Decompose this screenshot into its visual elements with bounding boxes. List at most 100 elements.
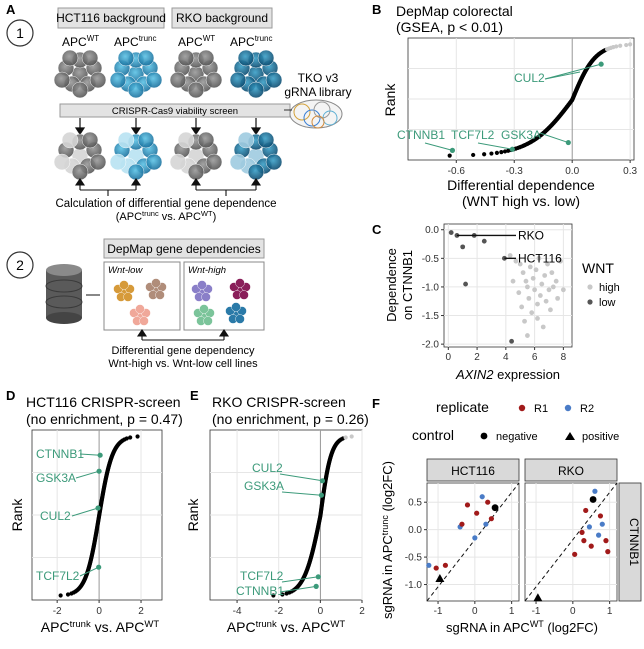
cell-icon xyxy=(177,131,195,149)
database-icon xyxy=(45,264,83,324)
cell-icon xyxy=(229,153,247,171)
wnt-high-point xyxy=(550,284,556,290)
wnt-high-point xyxy=(530,275,536,281)
rank-point xyxy=(499,150,504,155)
sgrna-point xyxy=(474,510,480,516)
c-legend-high: high xyxy=(599,282,620,294)
cell-icon xyxy=(257,131,275,149)
x-tick-label: 8 xyxy=(561,352,567,363)
rank-point xyxy=(624,42,629,48)
f-points xyxy=(426,482,618,602)
annotation-line xyxy=(281,576,319,583)
x-tick-label: 2 xyxy=(474,352,480,363)
hct-header-box xyxy=(57,7,165,29)
y-tick-label: 0.5 xyxy=(408,498,422,509)
x-tick-label: 1 xyxy=(509,606,515,617)
sgrna-point xyxy=(605,549,611,555)
cell-icon xyxy=(237,131,255,149)
cell-icon xyxy=(197,280,207,290)
x-tick-label: -1 xyxy=(434,606,443,617)
f-legend-positive-swatch xyxy=(565,432,575,440)
wnt-high-point xyxy=(536,255,542,261)
annotation-label: GSK3A xyxy=(244,479,284,493)
cell-icon xyxy=(127,163,145,181)
cell-line-icon xyxy=(113,280,135,302)
x-tick-label: -2 xyxy=(53,606,62,617)
cell-icon xyxy=(61,131,79,149)
panel-a: A 1 HCT116 background RKO background APC… xyxy=(6,2,352,370)
panel-label-f: F xyxy=(372,396,380,411)
diff-line-2: Wnt-high vs. Wnt-low cell lines xyxy=(108,358,258,370)
hct-header: HCT116 background xyxy=(56,11,166,25)
sgrna-point xyxy=(442,562,448,568)
f-strip-rko-label: RKO xyxy=(558,464,584,478)
diff-line-1: Differential gene dependency xyxy=(112,345,255,357)
wnt-high-point xyxy=(543,298,549,304)
f-ticks: -1 0 1 0.5 0.0 -0.5 -1.0 -1 0 1 xyxy=(405,498,613,617)
c-x-label: AXIN2 expression xyxy=(455,367,560,382)
d-y-label: Rank xyxy=(9,498,25,532)
cell-icon xyxy=(137,131,155,149)
y-tick-label: 0.0 xyxy=(425,225,439,236)
cell-icon xyxy=(117,49,135,67)
cell-icon xyxy=(71,81,89,99)
c-y-label-1: Dependence xyxy=(384,248,399,322)
cell-cluster-icon xyxy=(53,49,107,99)
panel-label-e: E xyxy=(190,388,199,403)
cell-icon xyxy=(119,280,129,290)
c-legend: WNT high low xyxy=(582,260,620,309)
cell-icon xyxy=(197,49,215,67)
b-title-line-2: (GSEA, p < 0.01) xyxy=(396,19,503,35)
cell-icon xyxy=(177,49,195,67)
sgrna-point xyxy=(459,521,465,527)
cell-icon xyxy=(145,71,163,89)
cell-icon xyxy=(197,131,215,149)
cell-icon xyxy=(151,278,161,288)
sgrna-point xyxy=(597,513,604,519)
x-tick-label: 0.0 xyxy=(565,166,579,177)
e-x-ticks: -4 -2 0 2 xyxy=(233,600,365,617)
cell-icon xyxy=(123,292,133,302)
wnt-high-point xyxy=(555,295,561,301)
sgrna-point xyxy=(581,538,587,544)
svg-text:sgRNA in APCWT (log2FC): sgRNA in APCWT (log2FC) xyxy=(446,619,598,635)
cell-icon xyxy=(127,81,145,99)
f-legend-r2-swatch xyxy=(564,404,572,412)
c-ticks: 0 2 4 6 8 0.0 -0.5 -1.0 -1.5 -2.0 xyxy=(422,225,567,363)
c-legend-high-swatch xyxy=(587,284,593,290)
cell-icon xyxy=(265,153,283,171)
f-legend-replicate: replicate R1 R2 xyxy=(436,399,594,415)
d-annotations: CTNNB1 GSK3A CUL2 TCF7L2 xyxy=(36,447,101,583)
wnt-high-point xyxy=(523,278,529,284)
e-x-label: APCtrunk vs. APCWT xyxy=(227,619,346,635)
cell-icon xyxy=(229,71,247,89)
cell-icon xyxy=(203,316,213,326)
wnt-high-point xyxy=(526,295,532,301)
annotation-label: TCF7L2 xyxy=(240,569,284,583)
y-tick-label: -1.5 xyxy=(422,311,440,322)
wnt-low-point xyxy=(509,338,514,344)
sgrna-point xyxy=(433,565,439,571)
wnt-high-point xyxy=(525,284,530,290)
library-line-1: TKO v3 xyxy=(298,71,339,85)
f-legend-replicate-title: replicate xyxy=(436,399,489,415)
cell-icon xyxy=(169,153,187,171)
wnt-high-point xyxy=(558,258,563,264)
cell-icon xyxy=(205,153,223,171)
sgrna-point xyxy=(479,494,485,500)
f-legend-control-title: control xyxy=(412,427,454,443)
b-x-label-1: Differential dependence xyxy=(447,177,595,193)
wnt-high-point xyxy=(548,307,553,313)
annotation-label: CUL2 xyxy=(252,461,283,475)
y-tick-label: -0.5 xyxy=(405,553,423,564)
y-tick-label: -0.5 xyxy=(422,254,440,265)
svg-text:sgRNA in APCtrunc (log2FC): sgRNA in APCtrunc (log2FC) xyxy=(380,461,395,619)
cell-icon xyxy=(265,71,283,89)
d-x-label: APCtrunk vs. APCWT xyxy=(41,619,160,635)
f-strip-hct116-label: HCT116 xyxy=(451,464,495,478)
x-tick-label: 1 xyxy=(607,606,613,617)
cell-icon xyxy=(247,163,265,181)
panel-label-a: A xyxy=(6,2,16,17)
